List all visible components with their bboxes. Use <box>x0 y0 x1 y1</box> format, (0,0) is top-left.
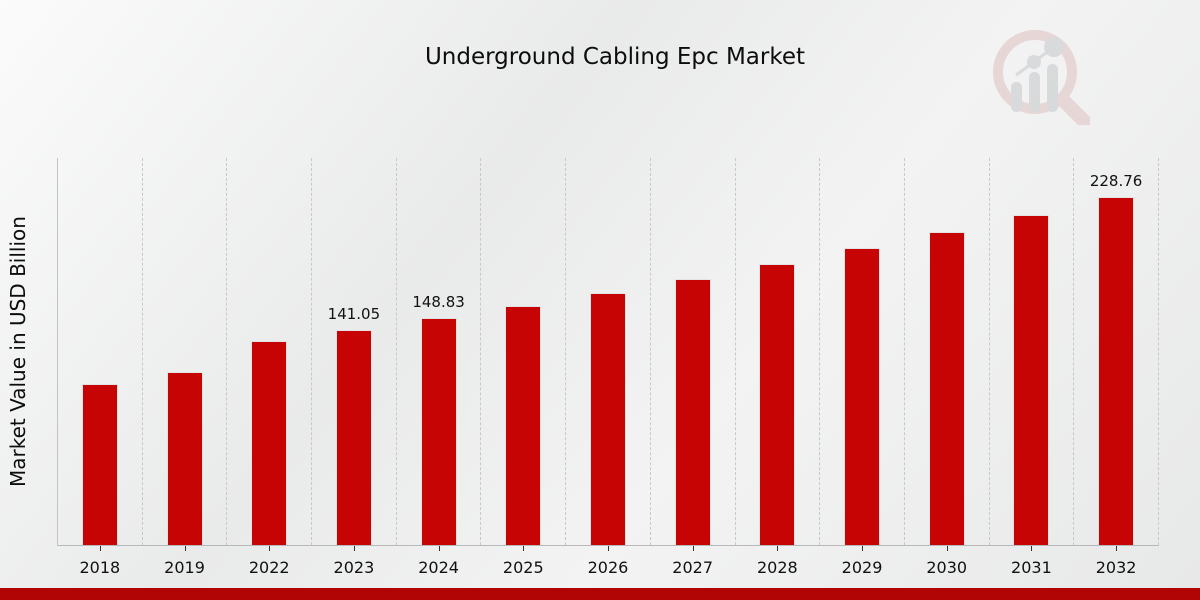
chart-column: 228.76 2032 <box>1074 158 1159 577</box>
chart-column: 2030 <box>905 158 990 577</box>
x-axis-tick-label: 2029 <box>841 558 883 577</box>
market-value-bar <box>674 278 711 545</box>
x-axis-tick <box>1031 546 1033 551</box>
footer-accent-stripe <box>0 588 1200 600</box>
market-value-bar <box>81 383 118 545</box>
chart-column: 2031 <box>990 158 1075 577</box>
x-axis-tick-label: 2026 <box>587 558 629 577</box>
chart-column: 148.83 2024 <box>397 158 482 577</box>
bar-value-label: 141.05 <box>327 305 381 324</box>
chart-column: 2029 <box>820 158 905 577</box>
x-axis-tick-label: 2025 <box>502 558 544 577</box>
x-axis-tick <box>862 546 864 551</box>
chart-column: 2026 <box>566 158 651 577</box>
market-value-bar <box>759 263 796 545</box>
bar-chart-plot-area: 2018 2019 2022 141.05 2023 148.83 2024 2025 2026… <box>57 158 1159 577</box>
market-value-bar <box>589 292 626 545</box>
market-value-bar <box>505 305 542 545</box>
x-axis-tick-label: 2023 <box>333 558 375 577</box>
x-axis-tick <box>269 546 271 551</box>
x-axis-tick <box>692 546 694 551</box>
x-axis-tick <box>946 546 948 551</box>
chart-column: 2022 <box>227 158 313 577</box>
y-axis-label: Market Value in USD Billion <box>6 216 30 487</box>
x-axis-tick <box>607 546 609 551</box>
chart-column: 2018 <box>58 158 143 577</box>
x-axis-tick-label: 2024 <box>418 558 459 577</box>
chart-column: 2027 <box>651 158 736 577</box>
x-axis-tick-label: 2031 <box>1011 558 1052 577</box>
market-value-bar <box>420 318 457 545</box>
x-axis-tick-label: 2032 <box>1095 558 1137 577</box>
x-axis-tick-label: 2018 <box>79 558 121 577</box>
chart-title: Underground Cabling Epc Market <box>424 44 806 70</box>
chart-column: 2019 <box>143 158 228 577</box>
x-axis-tick-label: 2019 <box>164 558 205 577</box>
chart-column: 2025 <box>481 158 567 577</box>
x-axis-tick-label: 2030 <box>926 558 968 577</box>
market-value-bar <box>1013 214 1050 545</box>
bar-value-label: 148.83 <box>412 293 465 312</box>
x-axis-tick <box>1116 546 1118 551</box>
x-axis-tick <box>777 546 779 551</box>
market-value-bar <box>251 341 288 545</box>
chart-column: 2028 <box>736 158 821 577</box>
chart-column: 141.05 2023 <box>312 158 397 577</box>
market-value-bar <box>1098 196 1135 545</box>
mrfr-watermark-logo <box>985 20 1091 128</box>
x-axis-tick-label: 2028 <box>756 558 798 577</box>
market-value-bar <box>844 248 881 545</box>
x-axis-tick-label: 2022 <box>248 558 290 577</box>
x-axis-tick <box>438 546 440 551</box>
x-axis-tick-label: 2027 <box>672 558 714 577</box>
x-axis-tick <box>353 546 355 551</box>
x-axis-tick <box>99 546 101 551</box>
x-axis-tick <box>184 546 186 551</box>
x-axis-tick <box>523 546 525 551</box>
magnifier-bar-chart-icon <box>993 30 1091 128</box>
bar-value-label: 228.76 <box>1089 171 1143 190</box>
market-value-bar <box>928 232 965 545</box>
market-value-bar <box>335 330 372 545</box>
market-value-bar <box>166 371 203 545</box>
